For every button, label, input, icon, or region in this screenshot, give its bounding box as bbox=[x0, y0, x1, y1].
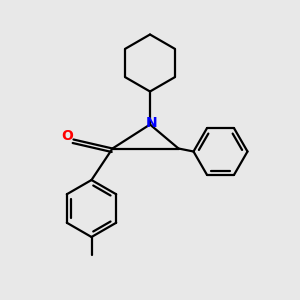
Text: O: O bbox=[61, 130, 73, 143]
Text: N: N bbox=[146, 116, 157, 130]
